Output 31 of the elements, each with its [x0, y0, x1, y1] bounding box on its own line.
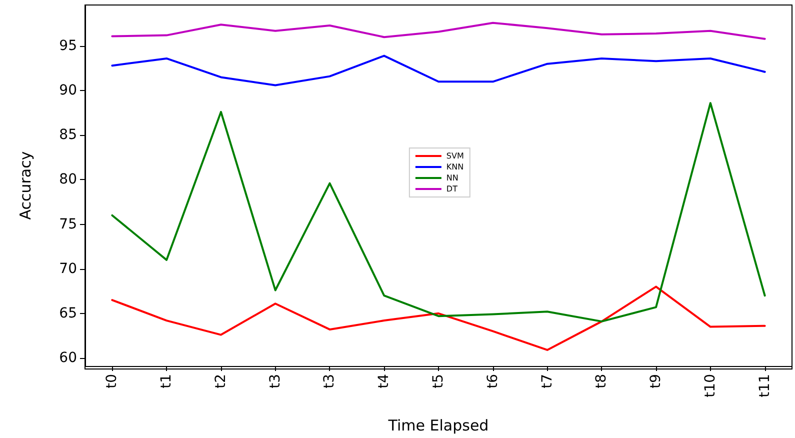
x-tick-label: t10	[702, 374, 718, 398]
x-tick-label: t8	[594, 374, 610, 388]
legend-label: KNN	[446, 162, 464, 172]
x-tick-label: t1	[158, 374, 175, 388]
x-tick-label: t5	[430, 374, 446, 388]
x-tick-label: t11	[756, 374, 773, 398]
x-tick-label: t6	[484, 374, 501, 388]
x-tick-label: t9	[648, 374, 664, 388]
y-tick-label: 85	[59, 127, 77, 144]
y-tick-label: 70	[59, 260, 77, 277]
legend-label: SVM	[446, 152, 464, 160]
x-tick-label: t7	[539, 374, 556, 388]
y-axis-title: Accuracy	[16, 151, 34, 220]
y-tick-label: 80	[59, 172, 77, 188]
line-series	[111, 54, 766, 86]
y-tick-label: 75	[59, 216, 77, 232]
legend-label: NN	[446, 174, 458, 182]
x-tick-label: t3	[322, 374, 338, 388]
line-series	[111, 22, 766, 40]
x-tick-label: t0	[104, 374, 120, 388]
x-axis-title: Time Elapsed	[387, 416, 489, 434]
x-tick-label: t3	[267, 374, 284, 388]
legend-label: DT	[446, 184, 458, 194]
y-tick-label: 95	[59, 38, 77, 54]
line-series	[111, 286, 766, 351]
y-tick-label: 90	[59, 82, 77, 99]
line-series	[111, 102, 766, 322]
y-tick-label: 65	[59, 305, 77, 322]
y-tick-label: 60	[59, 350, 77, 366]
x-tick-label: t4	[376, 374, 392, 388]
x-tick-label: t2	[212, 374, 229, 388]
